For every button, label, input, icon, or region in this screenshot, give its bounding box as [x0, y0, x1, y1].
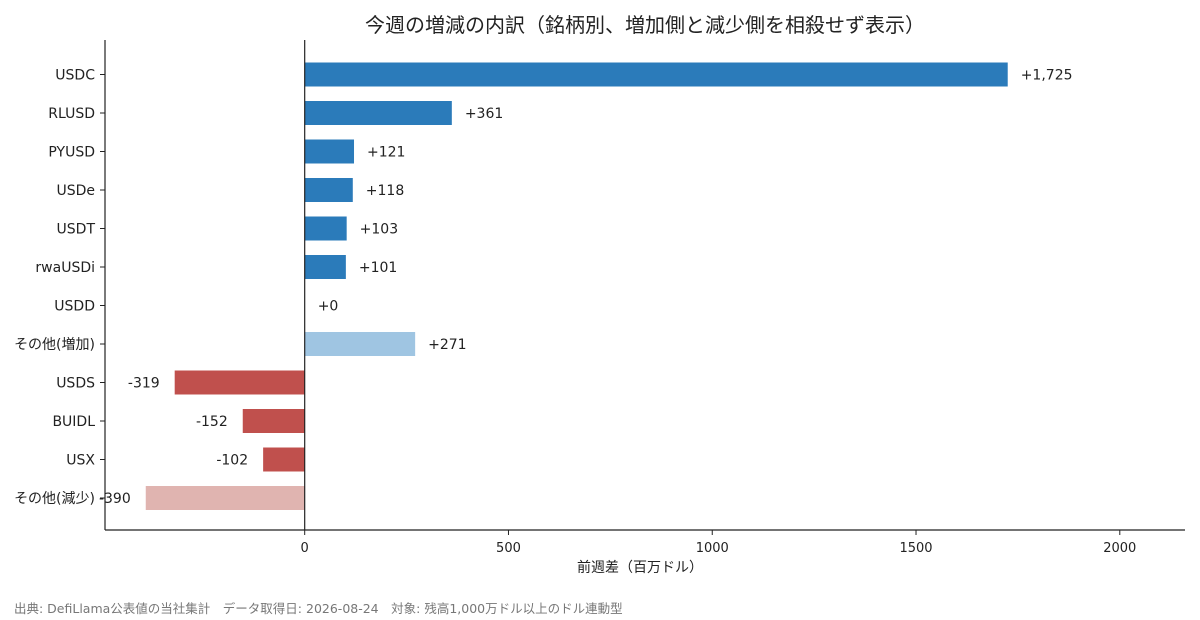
- category-label: その他(増加): [14, 337, 95, 353]
- source-note: 出典: DefiLlama公表値の当社集計 データ取得日: 2026-08-24…: [14, 601, 623, 616]
- labels-layer: USDC +1,725 RLUSD +361 PYUSD +121 USDe +118 USDT…: [14, 68, 1072, 508]
- category-label: その他(減少): [14, 490, 95, 507]
- category-label: USDS: [56, 376, 95, 392]
- bar-USDC: [304, 62, 1008, 87]
- bar-その他(減少): [145, 486, 305, 510]
- x-tick-label: 0: [301, 541, 309, 556]
- x-tick-label: 2000: [1103, 541, 1136, 556]
- data-label: -319: [128, 376, 160, 392]
- bar-chart: 今週の増減の内訳（銘柄別、増加側と減少側を相殺せず表示） USDC +1,725 R…: [14, 13, 1185, 576]
- bar-PYUSD: [304, 139, 355, 164]
- x-tick-label: 1000: [696, 541, 729, 556]
- bars-layer: [145, 62, 1008, 510]
- data-label: -152: [196, 414, 228, 430]
- x-tick-label: 500: [496, 541, 521, 556]
- category-label: RLUSD: [48, 106, 95, 122]
- data-label: +1,725: [1021, 68, 1073, 84]
- bar-その他(増加): [304, 332, 416, 356]
- category-label: USDD: [54, 299, 95, 315]
- data-label: +271: [428, 337, 466, 353]
- data-label: +0: [318, 299, 339, 315]
- data-label: -102: [216, 453, 248, 469]
- bar-USDT: [304, 216, 347, 241]
- bar-USDe: [304, 178, 353, 202]
- data-label: +361: [465, 106, 503, 122]
- category-label: BUIDL: [52, 414, 95, 430]
- bar-BUIDL: [242, 409, 305, 433]
- bar-USDS: [174, 370, 305, 395]
- category-label: USDT: [57, 222, 96, 238]
- bar-USX: [263, 447, 305, 472]
- bar-RLUSD: [304, 101, 452, 125]
- category-label: USX: [66, 453, 95, 469]
- category-label: PYUSD: [48, 145, 95, 161]
- data-label: +101: [359, 260, 397, 276]
- chart-title: 今週の増減の内訳（銘柄別、増加側と減少側を相殺せず表示）: [365, 13, 925, 37]
- data-label: +103: [360, 222, 398, 238]
- data-label: +118: [366, 183, 404, 199]
- category-label: USDC: [55, 68, 95, 84]
- axes-layer: 0 500 1000 1500 2000: [100, 40, 1185, 556]
- data-label: +121: [367, 145, 405, 161]
- x-tick-label: 1500: [899, 541, 932, 556]
- data-label: -390: [99, 491, 131, 507]
- x-axis-label: 前週差（百万ドル）: [577, 559, 703, 576]
- category-label: USDe: [56, 183, 95, 199]
- bar-rwaUSDi: [304, 255, 346, 279]
- category-label: rwaUSDi: [35, 260, 95, 276]
